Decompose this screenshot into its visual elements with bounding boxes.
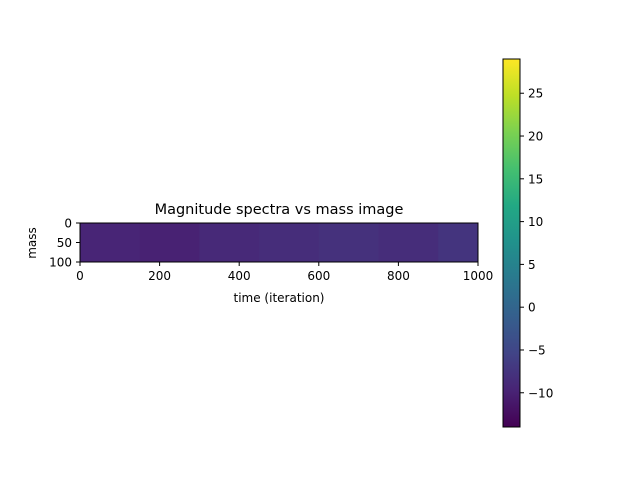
x-tick-label: 400 (228, 269, 251, 283)
colorbar-tick-label: 5 (528, 258, 536, 272)
colorbar-ticks: −10 −5 0 5 10 15 20 25 (520, 87, 553, 400)
colorbar (502, 58, 521, 428)
y-axis-ticks: 0 50 100 (49, 217, 80, 270)
heatmap-cell (378, 223, 439, 262)
y-tick-label: 100 (49, 256, 72, 270)
y-tick-label: 0 (64, 217, 72, 231)
x-axis-ticks: 0 200 400 600 800 1000 (76, 262, 493, 283)
heatmap-cell (139, 223, 200, 262)
colorbar-tick-label: 10 (528, 215, 543, 229)
chart-title: Magnitude spectra vs mass image (155, 202, 404, 218)
colorbar-tick-label: 15 (528, 172, 543, 186)
x-axis-label: time (iteration) (234, 291, 325, 305)
heatmap-cell (80, 223, 141, 262)
colorbar-tick-label: −10 (528, 386, 553, 400)
colorbar-tick-label: −5 (528, 343, 546, 357)
heatmap-cell (438, 223, 479, 262)
x-tick-label: 0 (76, 269, 84, 283)
colorbar-tick-label: 0 (528, 301, 536, 315)
heatmap-cell (318, 223, 379, 262)
y-tick-label: 50 (57, 236, 72, 250)
colorbar-tick-label: 25 (528, 87, 543, 101)
x-tick-label: 800 (387, 269, 410, 283)
x-tick-label: 1000 (463, 269, 494, 283)
colorbar-tick-label: 20 (528, 130, 543, 144)
y-axis-label: mass (25, 227, 39, 259)
heatmap-cell (259, 223, 320, 262)
x-tick-label: 200 (148, 269, 171, 283)
heatmap-image (80, 223, 479, 262)
x-tick-label: 600 (307, 269, 330, 283)
heatmap-cell (199, 223, 260, 262)
